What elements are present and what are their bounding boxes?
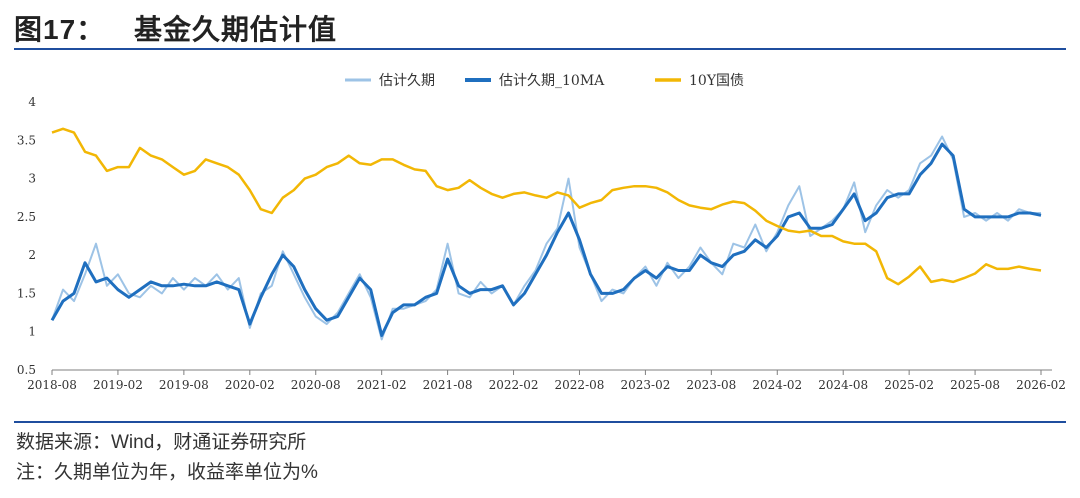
y-tick-label: 2.5 [17,210,36,224]
series-line-1 [50,142,1042,337]
title-rule [14,48,1066,50]
series-line-0 [51,135,1041,341]
y-tick-label: 0.5 [17,363,36,377]
footer-rule [14,421,1066,423]
plot-area [50,127,1042,341]
y-tick-label: 2 [28,248,36,262]
x-tick-label: 2020-02 [225,378,275,392]
y-axis: 0.5 1 1.5 2 2.5 3 3.5 4 [17,95,36,377]
x-tick-label: 2023-02 [620,378,670,392]
x-tick-label: 2019-02 [93,378,143,392]
x-axis: 2018-08 2019-02 2019-08 2020-02 2020-08 2021-… [27,369,1066,392]
series-line-2 [51,127,1042,286]
figure-title-text: 基金久期估计值 [134,14,338,45]
x-tick-label: 2024-02 [752,378,802,392]
y-tick-label: 4 [28,95,36,109]
x-tick-label: 2018-08 [27,378,77,392]
x-tick-label: 2025-08 [950,378,1000,392]
figure-label: 图17： [14,14,106,45]
x-tick-label: 2023-08 [686,378,736,392]
legend-label-1: 估计久期_10MA [499,73,605,89]
x-tick-label: 2024-08 [818,378,868,392]
source-note: 数据来源：Wind，财通证券研究所 [16,432,307,453]
x-tick-label: 2025-02 [884,378,934,392]
figure-title: 图17： 基金久期估计值 [14,8,337,48]
x-tick-label: 2022-02 [489,378,539,392]
x-tick-label: 2020-08 [291,378,341,392]
y-tick-label: 3 [28,172,36,186]
x-tick-label: 2026-02 [1016,378,1066,392]
y-tick-label: 1 [28,325,36,339]
chart-legend: 估计久期 估计久期_10MA 10Y国债 [345,73,744,89]
x-tick-label: 2022-08 [555,378,605,392]
x-tick-label: 2021-02 [357,378,407,392]
x-tick-label: 2021-08 [423,378,473,392]
y-tick-label: 1.5 [17,286,36,300]
duration-chart: 估计久期 估计久期_10MA 10Y国债 0.5 1 1.5 2 2.5 3 3.5 4 2018… [17,73,1066,392]
y-tick-label: 3.5 [17,133,36,147]
unit-note: 注：久期单位为年，收益率单位为% [16,462,318,483]
x-tick-label: 2019-08 [159,378,209,392]
legend-label-2: 10Y国债 [689,73,744,89]
legend-label-0: 估计久期 [379,73,435,89]
